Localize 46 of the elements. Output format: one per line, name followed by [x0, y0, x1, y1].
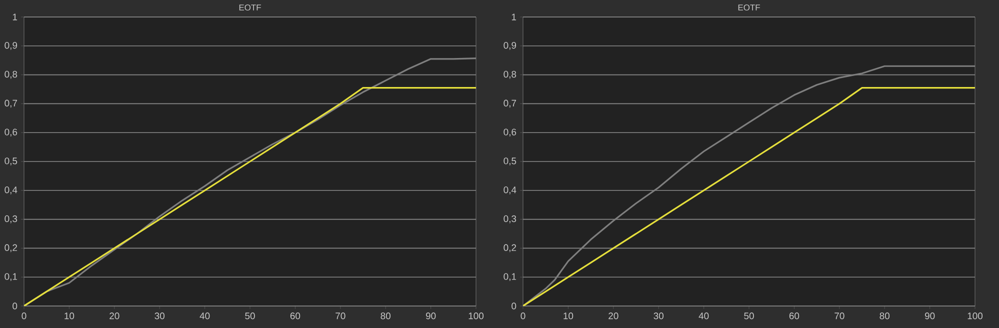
y-tick-label: 0,5 [4, 158, 18, 166]
x-tick-label: 50 [245, 312, 255, 320]
x-tick-label: 100 [468, 312, 484, 320]
chart-title: EOTF [738, 4, 760, 10]
y-tick-label: 1 [512, 14, 516, 20]
y-tick-label: 0 [12, 302, 18, 310]
y-tick-label: 0,7 [504, 100, 516, 108]
x-tick-label: 100 [968, 312, 983, 320]
x-tick-label: 40 [698, 312, 709, 320]
x-tick-label: 10 [564, 312, 574, 320]
y-tick-label: 0,2 [4, 244, 18, 252]
x-tick-label: 60 [789, 312, 800, 320]
x-tick-label: 70 [834, 312, 844, 320]
x-tick-label: 90 [426, 312, 436, 320]
y-tick-label: 1 [12, 14, 18, 20]
x-tick-label: 0 [22, 312, 26, 320]
x-tick-label: 80 [380, 312, 390, 320]
y-tick-label: 0,6 [4, 128, 18, 137]
y-tick-label: 0,7 [4, 100, 18, 108]
y-tick-label: 0,8 [4, 70, 18, 79]
x-tick-label: 20 [110, 312, 120, 320]
y-tick-label: 0,9 [504, 42, 516, 50]
x-tick-label: 30 [154, 312, 164, 320]
x-tick-label: 80 [880, 312, 890, 320]
x-tick-label: 20 [608, 312, 618, 320]
x-tick-label: 40 [200, 312, 210, 320]
y-tick-label: 0,6 [504, 128, 516, 137]
chart-title: EOTF [239, 4, 261, 10]
y-tick-label: 0 [512, 302, 516, 310]
x-tick-label: 90 [924, 312, 935, 320]
y-tick-label: 0,4 [504, 186, 516, 194]
y-tick-label: 0,3 [504, 215, 516, 224]
x-tick-label: 10 [64, 312, 74, 320]
y-tick-label: 0,9 [4, 42, 18, 50]
y-tick-label: 0,2 [504, 244, 516, 252]
x-tick-label: 70 [336, 312, 346, 320]
x-tick-label: 30 [654, 312, 664, 320]
x-tick-label: 60 [290, 312, 300, 320]
y-tick-label: 0,4 [4, 186, 18, 194]
x-tick-label: 50 [744, 312, 754, 320]
y-tick-label: 0,3 [4, 215, 18, 224]
y-tick-label: 0,1 [504, 273, 516, 282]
y-tick-label: 0,1 [4, 273, 18, 282]
y-tick-label: 0,8 [504, 70, 516, 79]
x-tick-label: 0 [520, 312, 526, 320]
y-tick-label: 0,5 [504, 158, 516, 166]
